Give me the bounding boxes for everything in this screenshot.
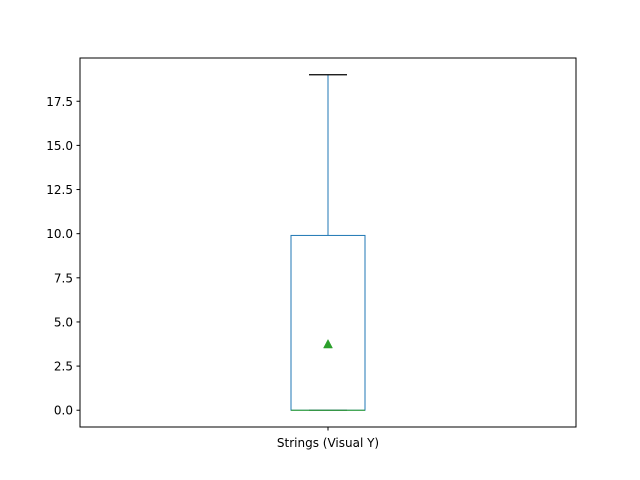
box-group: [290, 74, 366, 411]
y-tick-label: 7.5: [54, 271, 73, 285]
y-axis: 0.0 2.5 5.0 7.5 10.0 12.5 15.0 17.5: [46, 95, 80, 418]
x-tick-label: Strings (Visual Y): [277, 436, 379, 450]
y-tick-label: 10.0: [46, 227, 73, 241]
y-tick-label: 12.5: [46, 183, 73, 197]
y-tick-label: 0.0: [54, 404, 73, 418]
mean-marker: [323, 338, 333, 349]
y-tick-label: 15.0: [46, 139, 73, 153]
iqr-box: [290, 234, 366, 411]
box-series: [290, 74, 366, 411]
y-tick-label: 5.0: [54, 315, 73, 329]
y-tick-label: 17.5: [46, 95, 73, 109]
y-tick-label: 2.5: [54, 360, 73, 374]
x-axis: Strings (Visual Y): [277, 427, 379, 450]
